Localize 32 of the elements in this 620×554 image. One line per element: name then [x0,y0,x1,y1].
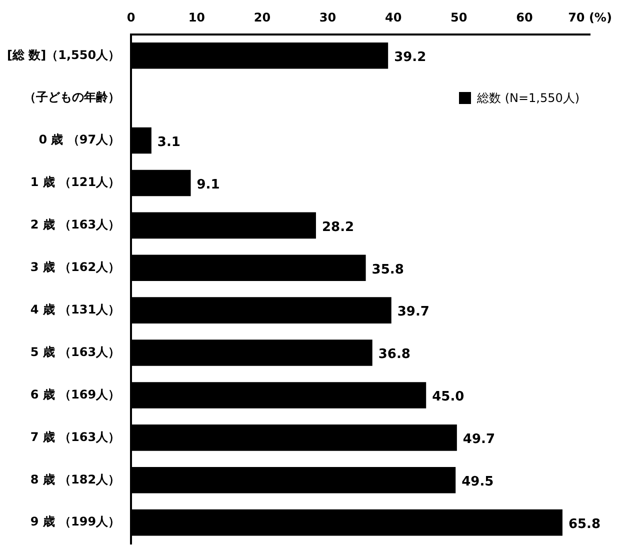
y-tick-label: 1 歳 （121人） [30,175,120,190]
x-tick-label: 40 [384,10,402,24]
y-tick-label: 3 歳 （162人） [30,260,120,274]
y-tick-label: 4 歳 （131人） [30,302,120,316]
y-tick-label: 9 歳 （199人） [30,514,120,529]
y-tick-label: 2 歳 （163人） [30,218,120,232]
y-tick-label: 5 歳 （163人） [30,344,120,359]
text: 39.7 [397,304,430,320]
x-tick-label: 60 [516,10,533,24]
x-tick-label: 0 [126,10,136,24]
text: 35.8 [372,262,404,278]
text: 45.0 [432,390,464,405]
y-tick-label: [総 数]（1,550人） [6,48,120,62]
text: 28.2 [322,220,354,235]
text: 3.1 [157,134,180,150]
legend-label: 総数 (N=1,550人) [477,90,580,107]
x-tick-label: 30 [319,10,336,24]
y-tick-label: 7 歳 （163人） [30,430,120,444]
y-tick-label: 8 歳 （182人） [30,472,120,486]
text: 36.8 [378,347,410,362]
x-tick-label: 50 [450,10,468,24]
y-tick-label: 0 歳 （97人） [38,132,120,147]
x-tick-label: 10 [188,10,206,24]
y-tick-label: （子どもの年齢） [24,90,120,104]
y-tick-label: 6 歳 （169人） [30,387,120,402]
text: 9.1 [196,177,220,192]
text: 65.8 [568,516,601,532]
x-tick-label: 70 (%) [568,10,612,24]
x-tick-label: 20 [254,10,271,24]
text: 49.7 [462,432,495,448]
text: 39.2 [394,50,426,65]
text: 49.5 [462,474,494,490]
